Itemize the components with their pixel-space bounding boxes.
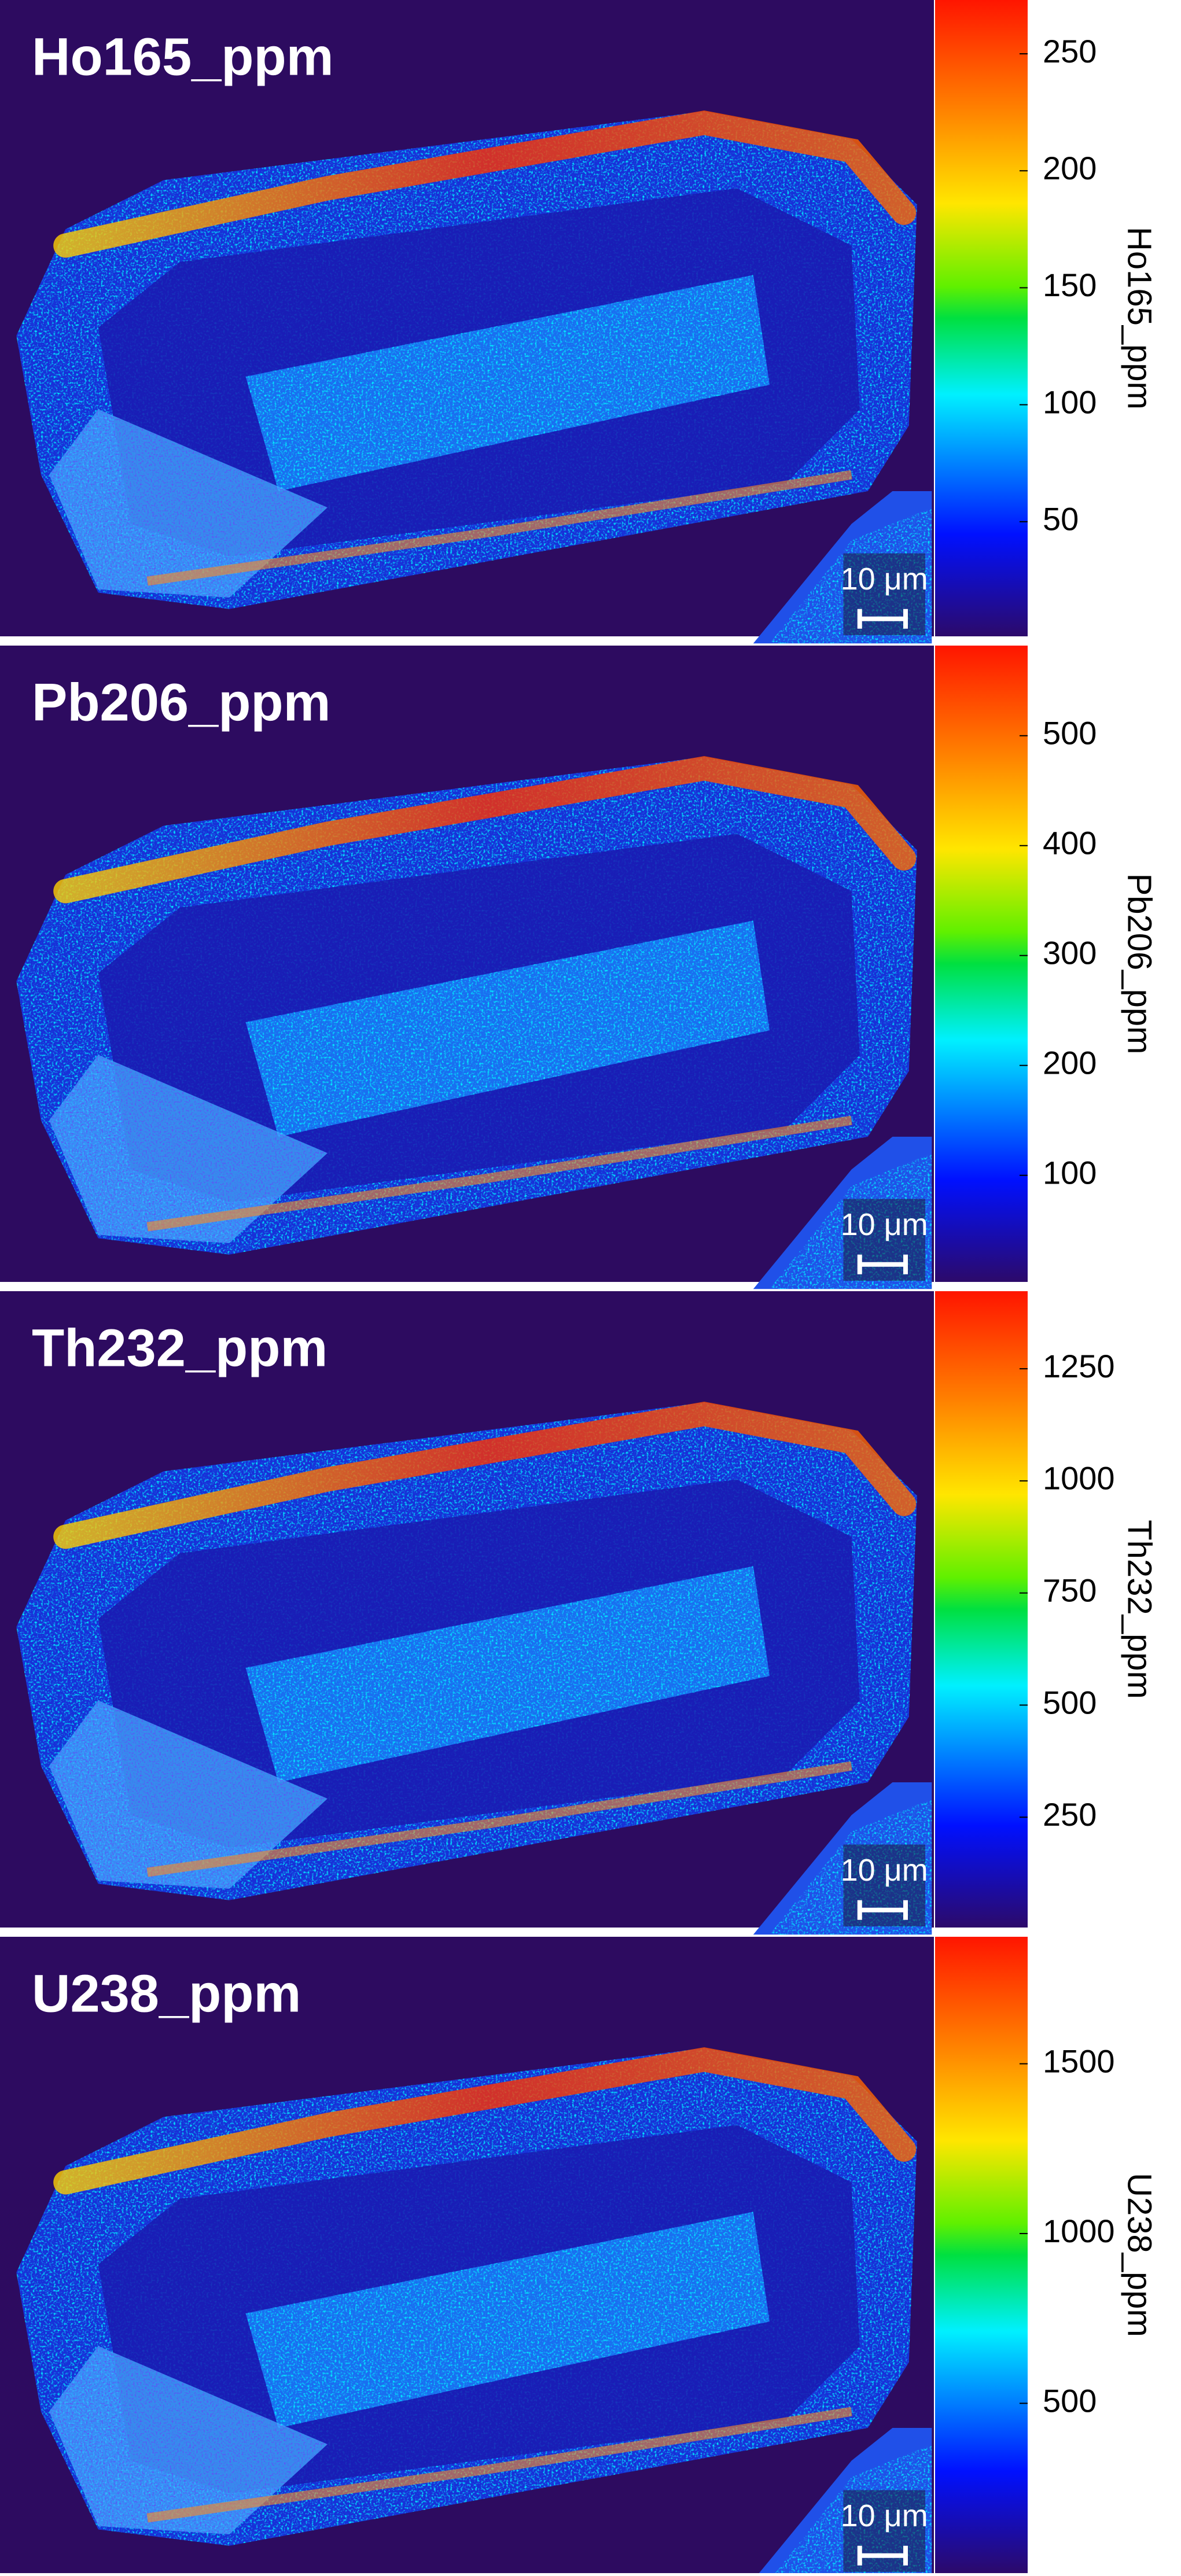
scale-bar-label: 10 μm <box>841 562 928 596</box>
scale-bar-label: 10 μm <box>841 2498 928 2533</box>
colorbar-tick-label: 300 <box>1043 935 1097 971</box>
scale-bar-label: 10 μm <box>841 1853 928 1888</box>
grain-core-speckle <box>245 1566 770 1782</box>
colorbar-tick-label: 200 <box>1043 150 1097 186</box>
grain-rim-lower <box>146 2407 852 2523</box>
colorbar <box>935 0 1028 636</box>
colorbar-tick-label: 100 <box>1043 384 1097 420</box>
colorbar-tick-label: 500 <box>1043 715 1097 751</box>
grain-rim <box>53 1401 917 1549</box>
colorbar-tick-label: 1250 <box>1043 1348 1115 1384</box>
colorbar-tick-label: 1000 <box>1043 2213 1115 2249</box>
grain-lower-speckle <box>49 1055 328 1243</box>
panel: 10 μm Th232_ppm 250 500 750 1000 1250 Th232_ppm <box>0 1291 1158 1935</box>
panel-title: Pb206_ppm <box>32 673 330 732</box>
colorbar <box>935 646 1028 1282</box>
grain-rim-lower <box>146 1115 852 1232</box>
colorbar-tick-label: 400 <box>1043 825 1097 861</box>
colorbar-tick-label: 150 <box>1043 267 1097 303</box>
colorbar-tick-label: 1500 <box>1043 2043 1115 2079</box>
colorbar-label: Pb206_ppm <box>1121 874 1158 1055</box>
grain-lower-speckle <box>49 2346 328 2534</box>
panel-title: U238_ppm <box>32 1964 301 2023</box>
grain-core-speckle <box>245 920 770 1137</box>
scale-bar-box <box>843 553 925 636</box>
scale-bar <box>857 1900 908 1920</box>
grain-core-speckle <box>245 275 770 491</box>
colorbar-tick-label: 50 <box>1043 501 1079 537</box>
scale-bar-box <box>843 1199 925 1281</box>
grain-rim-lower <box>146 470 852 586</box>
grain-core-speckle <box>245 2212 770 2428</box>
colorbar-label: U238_ppm <box>1121 2173 1158 2337</box>
colorbar <box>935 1291 1028 1928</box>
panel-title: Ho165_ppm <box>32 27 334 86</box>
colorbar-tick-label: 750 <box>1043 1572 1097 1609</box>
colorbar-tick-label: 250 <box>1043 33 1097 69</box>
panel: 10 μm U238_ppm 500 1000 1500 U238_ppm <box>0 1937 1158 2576</box>
scale-bar-box <box>843 1844 925 1927</box>
grain-rim <box>53 110 917 258</box>
scale-bar <box>857 1254 908 1274</box>
scale-bar <box>857 2545 908 2566</box>
colorbar <box>935 1937 1028 2573</box>
grain-rim <box>53 2047 917 2195</box>
scale-bar-box <box>843 2490 925 2573</box>
colorbar-tick-label: 100 <box>1043 1155 1097 1191</box>
grain-rim-lower <box>146 1761 852 1877</box>
panel: 10 μm Ho165_ppm 50 100 150 200 250 Ho165_ppm <box>0 0 1158 644</box>
colorbar-tick-label: 200 <box>1043 1045 1097 1081</box>
panel: 10 μm Pb206_ppm 100 200 300 400 500 Pb206_ppm <box>0 646 1158 1289</box>
scale-bar <box>857 609 908 629</box>
panel-title: Th232_ppm <box>32 1318 328 1377</box>
colorbar-tick-label: 500 <box>1043 2382 1097 2419</box>
grain-lower-speckle <box>49 1700 328 1889</box>
colorbar-label: Th232_ppm <box>1121 1520 1158 1699</box>
colorbar-tick-label: 1000 <box>1043 1460 1115 1497</box>
grain-rim <box>53 756 917 904</box>
scale-bar-label: 10 μm <box>841 1207 928 1242</box>
grain-lower-speckle <box>49 409 328 598</box>
colorbar-tick-label: 500 <box>1043 1684 1097 1720</box>
colorbar-tick-label: 250 <box>1043 1796 1097 1833</box>
colorbar-label: Ho165_ppm <box>1121 227 1158 410</box>
